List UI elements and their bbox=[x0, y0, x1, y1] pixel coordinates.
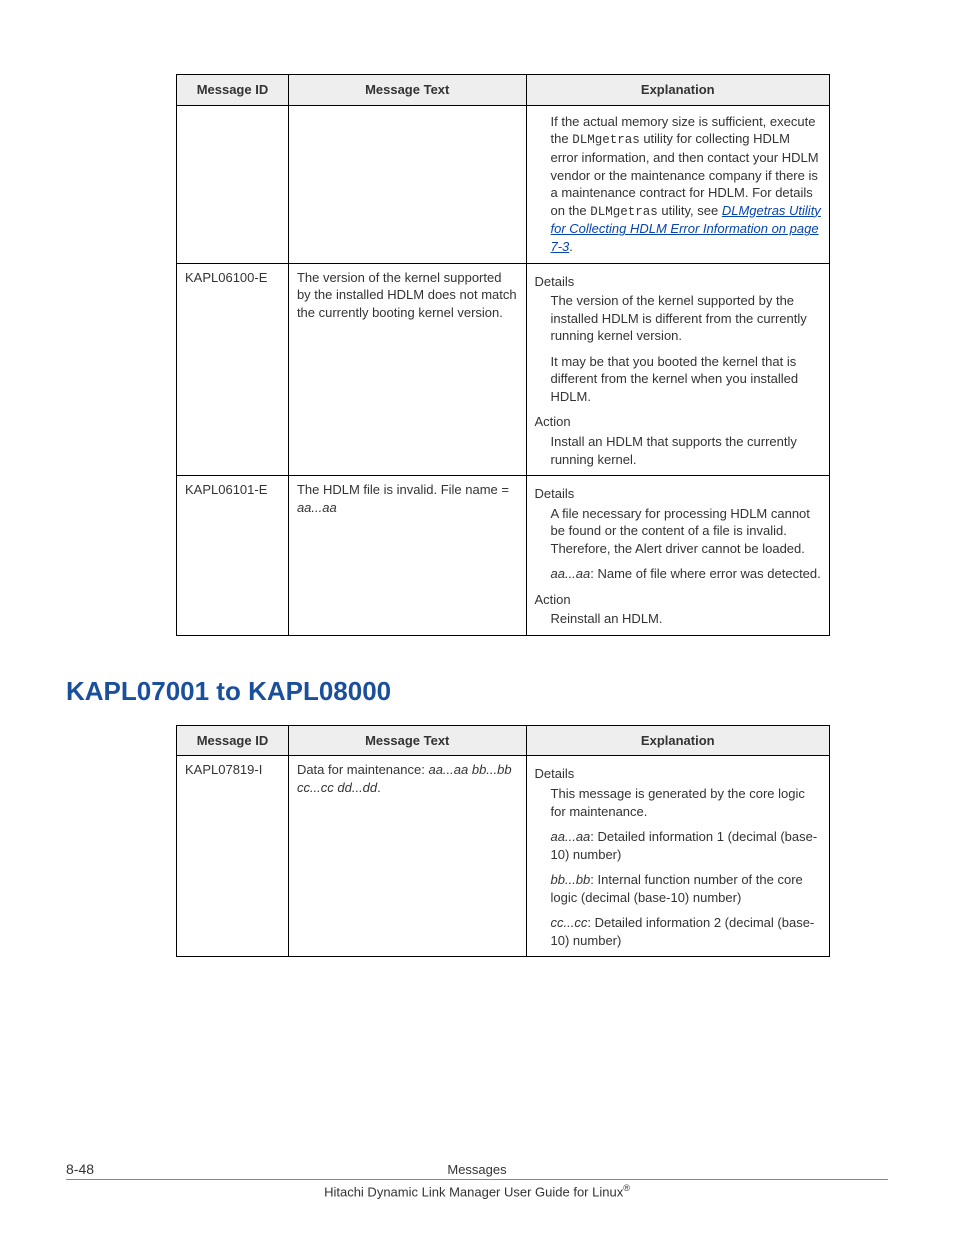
section-heading: KAPL07001 to KAPL08000 bbox=[66, 676, 888, 707]
footer-book-title: Hitachi Dynamic Link Manager User Guide … bbox=[66, 1183, 888, 1199]
messages-table-1: Message ID Message Text Explanation If t… bbox=[176, 74, 830, 636]
footer-rule bbox=[66, 1179, 888, 1180]
explanation-paragraph: If the actual memory size is sufficient,… bbox=[535, 113, 822, 256]
cell-explanation: Details A file necessary for processing … bbox=[526, 476, 830, 636]
details-paragraph: cc...cc: Detailed information 2 (decimal… bbox=[535, 914, 821, 949]
footer-section-name: Messages bbox=[66, 1162, 888, 1177]
text: : Detailed information 2 (decimal (base-… bbox=[551, 915, 815, 948]
cell-explanation: If the actual memory size is sufficient,… bbox=[526, 105, 830, 263]
text: Hitachi Dynamic Link Manager User Guide … bbox=[324, 1184, 623, 1199]
details-paragraph: bb...bb: Internal function number of the… bbox=[535, 871, 821, 906]
cell-message-id: KAPL06101-E bbox=[177, 476, 289, 636]
col-header-message-text: Message Text bbox=[288, 725, 526, 756]
details-label: Details bbox=[535, 485, 822, 503]
text: Data for maintenance: bbox=[297, 762, 429, 777]
details-label: Details bbox=[535, 765, 821, 783]
text: : Detailed information 1 (decimal (base-… bbox=[551, 829, 818, 862]
text: . bbox=[569, 239, 573, 254]
col-header-explanation: Explanation bbox=[526, 75, 830, 106]
registered-mark: ® bbox=[623, 1183, 630, 1193]
cell-message-id bbox=[177, 105, 289, 263]
text: . bbox=[377, 780, 381, 795]
details-paragraph: A file necessary for processing HDLM can… bbox=[535, 505, 822, 558]
text: The HDLM file is invalid. File name = bbox=[297, 482, 509, 497]
details-paragraph: It may be that you booted the kernel tha… bbox=[535, 353, 822, 406]
details-paragraph: aa...aa: Detailed information 1 (decimal… bbox=[535, 828, 821, 863]
code-literal: DLMgetras bbox=[590, 205, 658, 219]
details-paragraph: The version of the kernel supported by t… bbox=[535, 292, 822, 345]
details-label: Details bbox=[535, 273, 822, 291]
table-row: KAPL06101-E The HDLM file is invalid. Fi… bbox=[177, 476, 830, 636]
table-header-row: Message ID Message Text Explanation bbox=[177, 725, 830, 756]
action-label: Action bbox=[535, 413, 822, 431]
cell-explanation: Details This message is generated by the… bbox=[526, 756, 829, 957]
action-paragraph: Reinstall an HDLM. bbox=[535, 610, 822, 628]
cell-explanation: Details The version of the kernel suppor… bbox=[526, 263, 830, 475]
text: : Name of file where error was detected. bbox=[590, 566, 821, 581]
cell-message-text: The HDLM file is invalid. File name = aa… bbox=[288, 476, 526, 636]
action-paragraph: Install an HDLM that supports the curren… bbox=[535, 433, 822, 468]
col-header-message-id: Message ID bbox=[177, 725, 289, 756]
variable: aa...aa bbox=[551, 566, 591, 581]
table-row: KAPL07819-I Data for maintenance: aa...a… bbox=[177, 756, 830, 957]
details-paragraph: This message is generated by the core lo… bbox=[535, 785, 821, 820]
messages-table-2: Message ID Message Text Explanation KAPL… bbox=[176, 725, 830, 957]
cell-message-id: KAPL07819-I bbox=[177, 756, 289, 957]
page-footer: 8-48 Messages Hitachi Dynamic Link Manag… bbox=[66, 1162, 888, 1199]
details-paragraph: aa...aa: Name of file where error was de… bbox=[535, 565, 822, 583]
variable: aa...aa bbox=[551, 829, 591, 844]
variable: cc...cc bbox=[551, 915, 588, 930]
col-header-explanation: Explanation bbox=[526, 725, 829, 756]
cell-message-text bbox=[288, 105, 526, 263]
col-header-message-text: Message Text bbox=[288, 75, 526, 106]
page-number: 8-48 bbox=[66, 1161, 94, 1177]
action-label: Action bbox=[535, 591, 822, 609]
text: utility, see bbox=[658, 203, 722, 218]
code-literal: DLMgetras bbox=[572, 133, 640, 147]
col-header-message-id: Message ID bbox=[177, 75, 289, 106]
cell-message-id: KAPL06100-E bbox=[177, 263, 289, 475]
table-row: KAPL06100-E The version of the kernel su… bbox=[177, 263, 830, 475]
cell-message-text: The version of the kernel supported by t… bbox=[288, 263, 526, 475]
variable: aa...aa bbox=[297, 500, 337, 515]
variable: bb...bb bbox=[551, 872, 591, 887]
table-row: If the actual memory size is sufficient,… bbox=[177, 105, 830, 263]
document-page: Message ID Message Text Explanation If t… bbox=[0, 0, 954, 1235]
table-header-row: Message ID Message Text Explanation bbox=[177, 75, 830, 106]
cell-message-text: Data for maintenance: aa...aa bb...bb cc… bbox=[288, 756, 526, 957]
